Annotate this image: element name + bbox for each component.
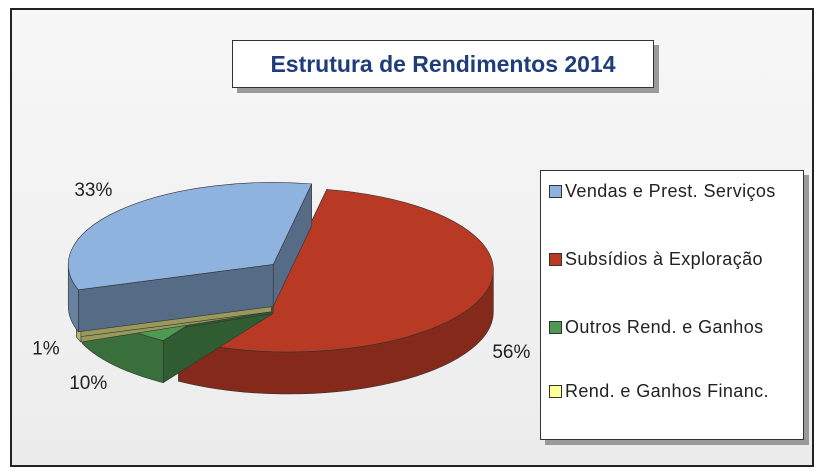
data-label: 56% bbox=[492, 342, 530, 363]
legend-swatch bbox=[549, 385, 562, 398]
legend-label: Rend. e Ganhos Financ. bbox=[565, 381, 769, 401]
legend-swatch bbox=[549, 185, 562, 198]
legend-entry: Outros Rend. e Ganhos bbox=[549, 315, 799, 339]
slice bbox=[68, 182, 313, 291]
legend-label: Outros Rend. e Ganhos bbox=[565, 317, 764, 337]
data-label: 33% bbox=[74, 180, 112, 201]
legend-entry: Rend. e Ganhos Financ. bbox=[549, 379, 799, 403]
legend-entry: Vendas e Prest. Serviços bbox=[549, 179, 799, 203]
legend-entry: Subsídios à Exploração bbox=[549, 247, 799, 271]
legend-label: Vendas e Prest. Serviços bbox=[565, 181, 776, 201]
chart-title: Estrutura de Rendimentos 2014 bbox=[232, 40, 654, 88]
data-label: 10% bbox=[69, 373, 107, 394]
legend-label: Subsídios à Exploração bbox=[565, 249, 763, 269]
data-label: 1% bbox=[32, 338, 60, 359]
legend: Vendas e Prest. Serviços Subsídios à Expl… bbox=[540, 170, 804, 440]
legend-swatch bbox=[549, 253, 562, 266]
legend-swatch bbox=[549, 321, 562, 334]
